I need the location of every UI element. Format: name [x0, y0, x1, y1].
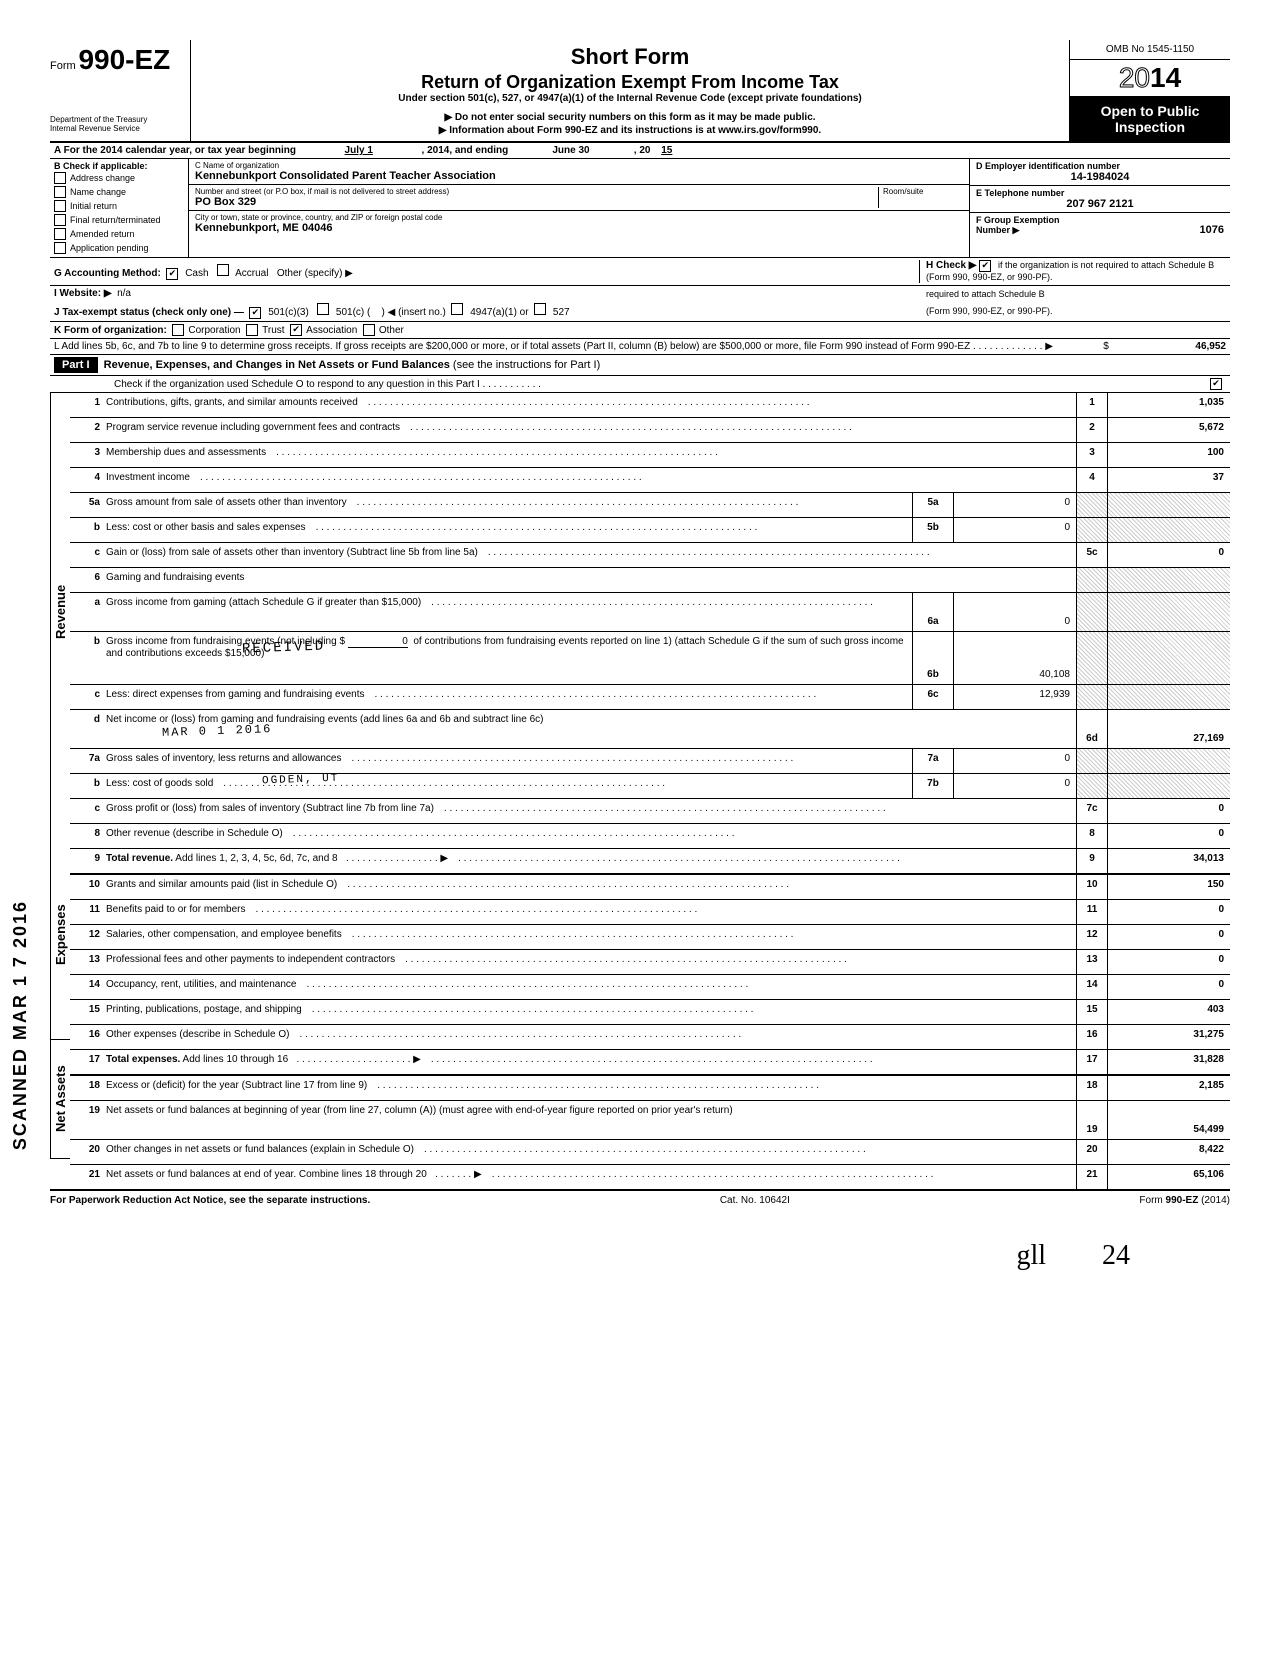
line-3: 3 Membership dues and assessments 3 100: [70, 442, 1230, 467]
row-j: J Tax-exempt status (check only one) — ✔…: [50, 301, 1230, 322]
line-6a: a Gross income from gaming (attach Sched…: [70, 592, 1230, 631]
line-12: 12 Salaries, other compensation, and emp…: [70, 924, 1230, 949]
group-exemption-value: 1076: [1200, 224, 1224, 236]
row-l: L Add lines 5b, 6c, and 7b to line 9 to …: [50, 339, 1230, 355]
form-number: 990-EZ: [78, 44, 170, 75]
footer-formno: Form 990-EZ (2014): [1139, 1195, 1230, 1206]
line-15: 15 Printing, publications, postage, and …: [70, 999, 1230, 1024]
section-bcdef: B Check if applicable: Address change Na…: [50, 159, 1230, 258]
short-form-title: Short Form: [199, 44, 1061, 70]
check-assoc[interactable]: ✔: [290, 324, 302, 336]
org-name: Kennebunkport Consolidated Parent Teache…: [195, 170, 963, 182]
check-application-pending[interactable]: Application pending: [54, 241, 184, 255]
footer-paperwork: For Paperwork Reduction Act Notice, see …: [50, 1195, 370, 1206]
check-527[interactable]: [534, 303, 546, 315]
line-6: 6 Gaming and fundraising events: [70, 567, 1230, 592]
org-city: Kennebunkport, ME 04046: [195, 222, 963, 234]
footer: For Paperwork Reduction Act Notice, see …: [50, 1191, 1230, 1210]
line-7b: b Less: cost of goods sold OGDEN, UT 7b …: [70, 773, 1230, 798]
room-label: Room/suite: [883, 187, 963, 196]
line-17: 17 Total expenses. Add lines 10 through …: [70, 1049, 1230, 1075]
line-5c: c Gain or (loss) from sale of assets oth…: [70, 542, 1230, 567]
line-19: 19 Net assets or fund balances at beginn…: [70, 1100, 1230, 1139]
phone-value: 207 967 2121: [976, 198, 1224, 210]
line-13: 13 Professional fees and other payments …: [70, 949, 1230, 974]
check-schedule-o[interactable]: ✔: [1210, 378, 1222, 390]
line-4: 4 Investment income 4 37: [70, 467, 1230, 492]
d-label: D Employer identification number: [976, 161, 1224, 171]
check-amended[interactable]: Amended return: [54, 227, 184, 241]
date-stamp: MAR 0 1 2016: [162, 722, 273, 740]
line-10: 10 Grants and similar amounts paid (list…: [70, 874, 1230, 899]
tax-year: 2014: [1070, 60, 1230, 97]
ogden-stamp: OGDEN, UT: [262, 773, 340, 788]
omb-number: OMB No 1545-1150: [1070, 40, 1230, 60]
footer-catno: Cat. No. 10642I: [720, 1195, 790, 1206]
line-5a: 5a Gross amount from sale of assets othe…: [70, 492, 1230, 517]
scanned-stamp: SCANNED MAR 1 7 2016: [10, 900, 31, 1150]
line-8: 8 Other revenue (describe in Schedule O)…: [70, 823, 1230, 848]
main-table: Revenue Expenses Net Assets 1 Contributi…: [50, 393, 1230, 1191]
line-20: 20 Other changes in net assets or fund b…: [70, 1139, 1230, 1164]
check-name-change[interactable]: Name change: [54, 185, 184, 199]
line-7c: c Gross profit or (loss) from sales of i…: [70, 798, 1230, 823]
line-21: 21 Net assets or fund balances at end of…: [70, 1164, 1230, 1189]
line-7a: 7a Gross sales of inventory, less return…: [70, 748, 1230, 773]
check-trust[interactable]: [246, 324, 258, 336]
received-stamp: RECEIVED: [242, 639, 326, 658]
part1-header: Part I Revenue, Expenses, and Changes in…: [50, 355, 1230, 376]
check-address-change[interactable]: Address change: [54, 171, 184, 185]
info-link: ▶ Information about Form 990-EZ and its …: [199, 125, 1061, 136]
check-corp[interactable]: [172, 324, 184, 336]
line-1: 1 Contributions, gifts, grants, and simi…: [70, 393, 1230, 417]
f-label: F Group Exemption: [976, 215, 1060, 225]
check-accrual[interactable]: [217, 264, 229, 276]
form-label: Form: [50, 60, 76, 72]
f-label2: Number ▶: [976, 225, 1060, 236]
check-501c3[interactable]: ✔: [249, 307, 261, 319]
c-addr-label: Number and street (or P.O box, if mail i…: [195, 187, 878, 196]
line-18: 18 Excess or (deficit) for the year (Sub…: [70, 1075, 1230, 1100]
check-initial-return[interactable]: Initial return: [54, 199, 184, 213]
line-6c: c Less: direct expenses from gaming and …: [70, 684, 1230, 709]
open-public-badge: Open to Public Inspection: [1070, 97, 1230, 141]
org-address: PO Box 329: [195, 196, 878, 208]
line-11: 11 Benefits paid to or for members 11 0: [70, 899, 1230, 924]
c-name-label: C Name of organization: [195, 161, 963, 170]
line-16: 16 Other expenses (describe in Schedule …: [70, 1024, 1230, 1049]
return-title: Return of Organization Exempt From Incom…: [199, 72, 1061, 93]
check-cash[interactable]: ✔: [166, 268, 178, 280]
row-k: K Form of organization: Corporation Trus…: [50, 322, 1230, 339]
line-2: 2 Program service revenue including gove…: [70, 417, 1230, 442]
vert-expenses: Expenses: [50, 831, 70, 1040]
row-a-tax-year: A For the 2014 calendar year, or tax yea…: [50, 143, 1230, 159]
line-6d: d Net income or (loss) from gaming and f…: [70, 709, 1230, 748]
vert-net: Net Assets: [50, 1040, 70, 1159]
row-i: I Website: ▶ n/a required to attach Sche…: [50, 286, 1230, 301]
check-final-return[interactable]: Final return/terminated: [54, 213, 184, 227]
b-header: B Check if applicable:: [54, 161, 184, 171]
part1-check: Check if the organization used Schedule …: [50, 376, 1230, 393]
vert-revenue: Revenue: [50, 393, 70, 831]
c-city-label: City or town, state or province, country…: [195, 213, 963, 222]
form-header: Form 990-EZ Department of the TreasuryIn…: [50, 40, 1230, 143]
dept-treasury: Department of the TreasuryInternal Reven…: [50, 116, 180, 134]
ein-value: 14-1984024: [976, 171, 1224, 183]
row-g-h: G Accounting Method: ✔ Cash Accrual Othe…: [50, 258, 1230, 286]
line-9: 9 Total revenue. Add lines 1, 2, 3, 4, 5…: [70, 848, 1230, 874]
subtitle: Under section 501(c), 527, or 4947(a)(1)…: [199, 93, 1061, 104]
line-14: 14 Occupancy, rent, utilities, and maint…: [70, 974, 1230, 999]
check-501c[interactable]: [317, 303, 329, 315]
check-4947[interactable]: [451, 303, 463, 315]
line-6b: b Gross income from fundraising events (…: [70, 631, 1230, 684]
signature: gll 24: [50, 1240, 1230, 1272]
ssn-warning: ▶ Do not enter social security numbers o…: [199, 112, 1061, 123]
gross-receipts: 46,952: [1116, 341, 1226, 352]
line-5b: b Less: cost or other basis and sales ex…: [70, 517, 1230, 542]
e-label: E Telephone number: [976, 188, 1224, 198]
check-schedule-b[interactable]: ✔: [979, 260, 991, 272]
check-other-org[interactable]: [363, 324, 375, 336]
